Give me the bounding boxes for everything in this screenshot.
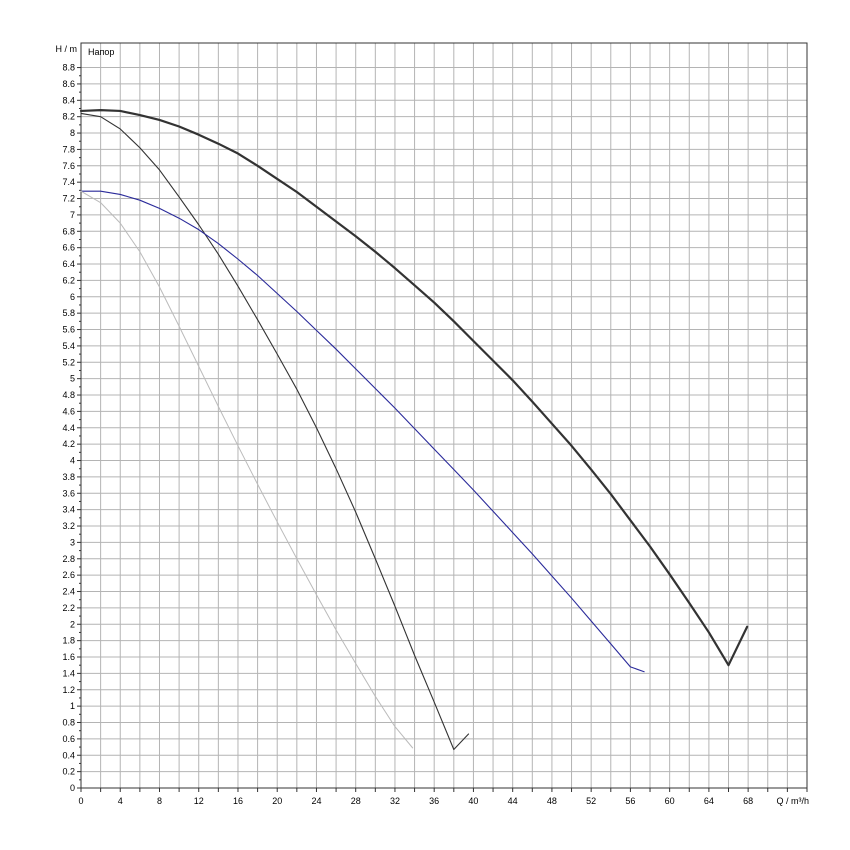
y-tick-label: 2.2 (62, 603, 75, 613)
y-tick-label: 3 (70, 537, 75, 547)
y-tick-label: 0 (70, 783, 75, 793)
x-tick-label: 64 (704, 796, 714, 806)
y-tick-label: 7.8 (62, 144, 75, 154)
y-tick-label: 6.8 (62, 226, 75, 236)
y-axis-label: H / m (56, 44, 78, 54)
y-tick-label: 3.2 (62, 521, 75, 531)
y-tick-label: 7.2 (62, 194, 75, 204)
y-tick-label: 4.4 (62, 423, 75, 433)
y-tick-label: 6 (70, 292, 75, 302)
y-tick-labels: 0 0.2 0.4 0.6 0.8 1 1.2 1.4 1.6 1.8 2 2.2 2.4 2.6 2.8 3… (62, 63, 75, 793)
y-tick-label: 1 (70, 701, 75, 711)
plot-frame (80, 42, 808, 789)
y-tick-label: 2.4 (62, 587, 75, 597)
y-tick-label: 8.2 (62, 112, 75, 122)
y-tick-label: 7.4 (62, 177, 75, 187)
y-tick-label: 4.2 (62, 439, 75, 449)
y-tick-label: 1.8 (62, 636, 75, 646)
y-tick-label: 3.8 (62, 472, 75, 482)
x-tick-label: 56 (625, 796, 635, 806)
curve-2 (80, 112, 470, 751)
y-tick-label: 0.6 (62, 734, 75, 744)
x-axis-label: Q / m³/h (776, 796, 809, 806)
y-tick-label: 0.2 (62, 767, 75, 777)
y-tick-label: 3.4 (62, 505, 75, 515)
y-tick-label: 6.2 (62, 275, 75, 285)
y-tick-label: 5.2 (62, 357, 75, 367)
y-tick-label: 3.6 (62, 488, 75, 498)
x-tick-label: 4 (118, 796, 123, 806)
x-tick-label: 48 (547, 796, 557, 806)
curve-1 (79, 109, 749, 667)
y-tick-label: 5.6 (62, 325, 75, 335)
y-tick-label: 7.6 (62, 161, 75, 171)
y-tick-label: 5 (70, 374, 75, 384)
y-tick-label: 1.2 (62, 685, 75, 695)
x-tick-label: 32 (390, 796, 400, 806)
x-tick-label: 36 (429, 796, 439, 806)
x-tick-label: 52 (586, 796, 596, 806)
y-tick-label: 4 (70, 456, 75, 466)
x-tick-label: 0 (78, 796, 83, 806)
curves (79, 109, 749, 751)
grid-lines (80, 43, 808, 789)
y-tick-label: 2.6 (62, 570, 75, 580)
x-tick-label: 44 (508, 796, 518, 806)
x-tick-labels: 0 4 8 12 16 20 24 28 32 36 40 44 48 52 56 60 64 68 (78, 796, 753, 806)
x-tick-label: 60 (665, 796, 675, 806)
y-tick-label: 4.6 (62, 406, 75, 416)
y-tick-label: 0.4 (62, 750, 75, 760)
x-tick-label: 28 (351, 796, 361, 806)
curve-4 (80, 190, 414, 749)
x-tick-label: 16 (233, 796, 243, 806)
y-tick-label: 5.8 (62, 308, 75, 318)
x-tick-label: 24 (311, 796, 321, 806)
x-tick-label: 20 (272, 796, 282, 806)
legend-label: Напор (88, 47, 114, 57)
y-tick-label: 2 (70, 619, 75, 629)
x-tick-label: 40 (468, 796, 478, 806)
axis-ticks (77, 67, 808, 792)
y-tick-label: 6.6 (62, 243, 75, 253)
y-tick-label: 6.4 (62, 259, 75, 269)
y-tick-label: 8.4 (62, 95, 75, 105)
y-tick-label: 5.4 (62, 341, 75, 351)
y-tick-label: 8.8 (62, 63, 75, 73)
y-tick-label: 0.8 (62, 718, 75, 728)
y-tick-label: 7 (70, 210, 75, 220)
x-tick-label: 12 (194, 796, 204, 806)
y-tick-label: 1.4 (62, 668, 75, 678)
x-tick-label: 8 (157, 796, 162, 806)
y-tick-label: 1.6 (62, 652, 75, 662)
curve-3 (80, 190, 645, 673)
x-tick-label: 68 (743, 796, 753, 806)
y-tick-label: 4.8 (62, 390, 75, 400)
y-tick-label: 8.6 (62, 79, 75, 89)
y-tick-label: 2.8 (62, 554, 75, 564)
y-tick-label: 8 (70, 128, 75, 138)
